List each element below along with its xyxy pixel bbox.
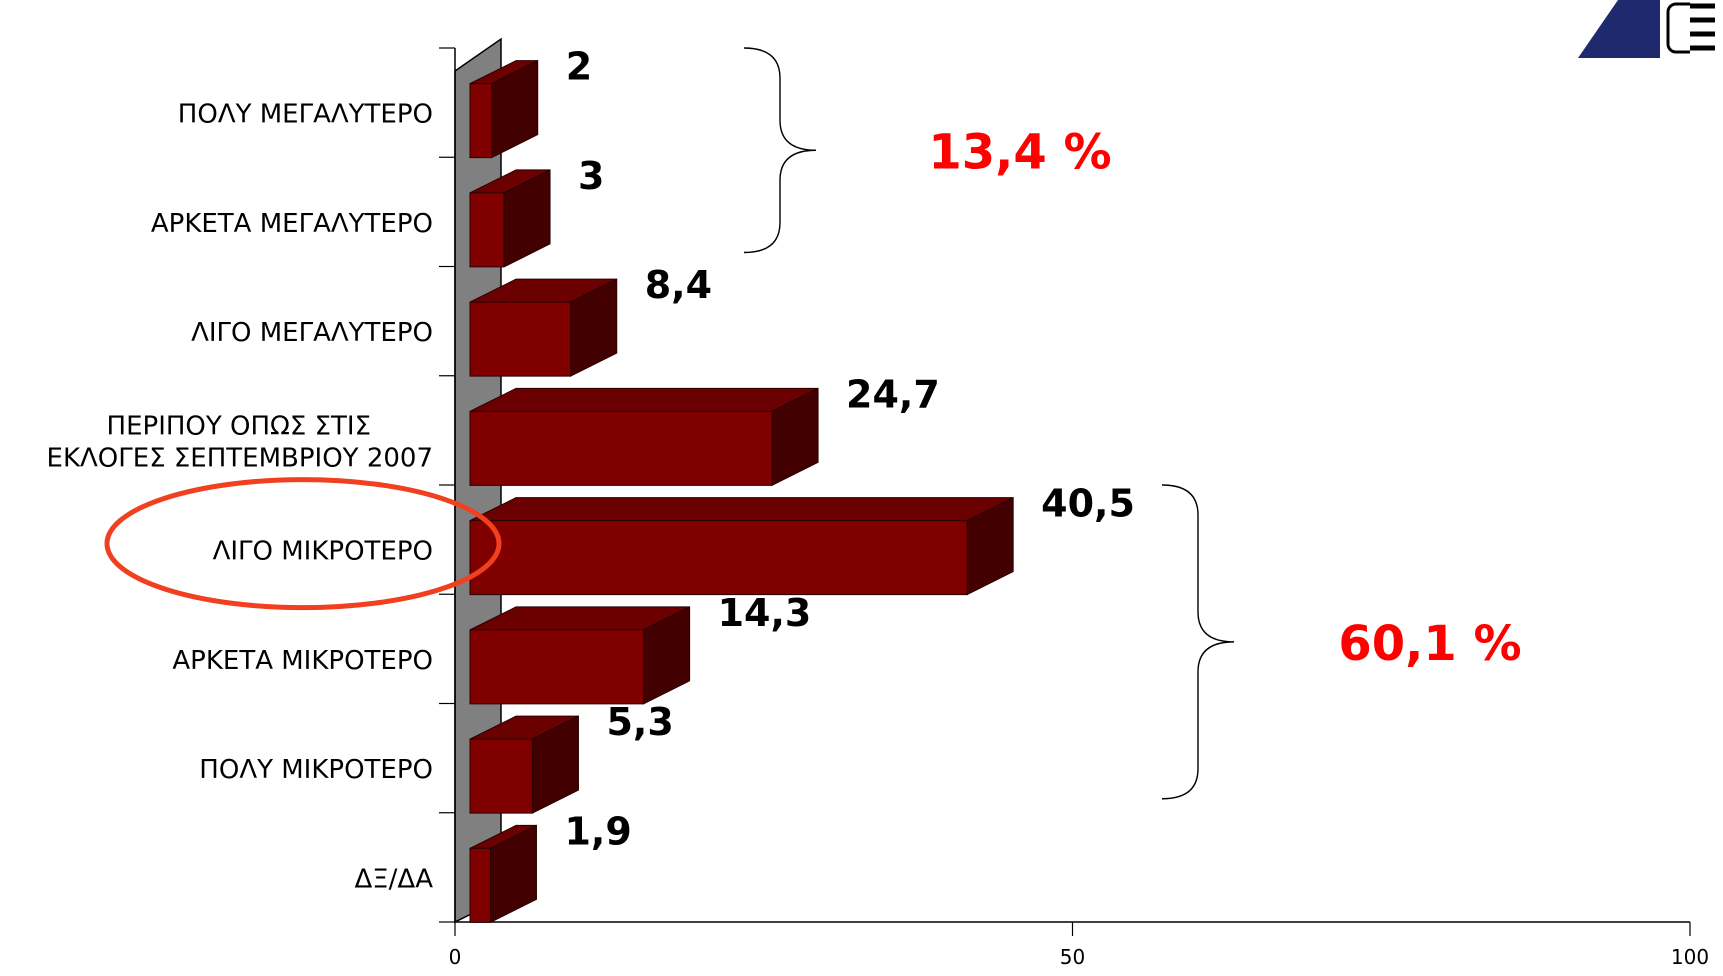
- category-label: ΛΙΓΟ ΜΕΓΑΛΥΤΕΡΟ: [191, 318, 433, 348]
- highlight-ellipse: [104, 477, 502, 611]
- category-label-line: ΠΕΡΙΠΟΥ ΟΠΩΣ ΣΤΙΣ: [107, 411, 371, 441]
- bar: [469, 301, 572, 377]
- bar: [469, 520, 968, 596]
- logo: [1578, 0, 1723, 58]
- bar-top-face: [469, 387, 819, 412]
- percentage-label: 13,4 %: [928, 124, 1111, 180]
- bar: [469, 847, 491, 923]
- bar: [469, 83, 493, 159]
- bars: [469, 59, 1014, 924]
- bar-group: [469, 387, 819, 487]
- value-labels: 2 3 8,4 24,7 40,5 14,3 5,3 1,9: [564, 45, 1134, 854]
- category-label: ΛΙΓΟ ΜΙΚΡΟΤΕΡΟ: [213, 537, 433, 567]
- category-label-line: ΑΡΚΕΤΑ ΜΙΚΡΟΤΕΡΟ: [172, 646, 433, 676]
- percentage-label: 60,1 %: [1338, 616, 1521, 672]
- category-label: ΠΟΛΥ ΜΕΓΑΛΥΤΕΡΟ: [178, 100, 433, 130]
- value-label: 3: [578, 154, 604, 198]
- category-labels: ΠΟΛΥ ΜΕΓΑΛΥΤΕΡΟ ΑΡΚΕΤΑ ΜΕΓΑΛΥΤΕΡΟ ΛΙΓΟ ΜΕΓ…: [47, 100, 434, 895]
- bar: [469, 629, 645, 705]
- value-label: 24,7: [846, 372, 940, 416]
- brace: [743, 47, 817, 254]
- category-label-line: ΛΙΓΟ ΜΕΓΑΛΥΤΕΡΟ: [191, 318, 433, 348]
- value-label: 14,3: [718, 591, 812, 635]
- bar-group: [469, 278, 618, 377]
- bar-group: [469, 715, 579, 814]
- category-label: ΑΡΚΕΤΑ ΜΕΓΑΛΥΤΕΡΟ: [151, 209, 433, 239]
- value-label: 5,3: [606, 700, 673, 744]
- bar: [469, 192, 505, 268]
- logo-mark: [1578, 0, 1660, 58]
- bar: [469, 410, 773, 486]
- bar-group: [469, 606, 691, 705]
- bar: [469, 738, 533, 814]
- brace: [1161, 484, 1235, 800]
- bar-group: [469, 59, 539, 159]
- bar-top-face: [469, 497, 1014, 522]
- category-label: ΠΟΛΥ ΜΙΚΡΟΤΕΡΟ: [199, 755, 433, 785]
- category-label-line: ΠΟΛΥ ΜΕΓΑΛΥΤΕΡΟ: [178, 100, 433, 130]
- axes: 0 50 100: [439, 47, 1709, 969]
- annotations: 13,4 % 60,1 %: [104, 47, 1522, 800]
- value-label: 40,5: [1041, 482, 1135, 526]
- category-label-line: ΛΙΓΟ ΜΙΚΡΟΤΕΡΟ: [213, 537, 433, 567]
- category-label: ΠΕΡΙΠΟΥ ΟΠΩΣ ΣΤΙΣ ΕΚΛΟΓΕΣ ΣΕΠΤΕΜΒΡΙΟΥ 200…: [47, 411, 433, 473]
- category-label-line: ΔΞ/ΔΑ: [354, 864, 433, 894]
- bar-group: [469, 824, 537, 924]
- x-tick-label: 100: [1671, 945, 1709, 969]
- category-label-line: ΑΡΚΕΤΑ ΜΕΓΑΛΥΤΕΡΟ: [151, 209, 433, 239]
- logo-mark-lines: [1690, 3, 1715, 51]
- x-tick-label: 50: [1060, 945, 1085, 969]
- category-label: ΔΞ/ΔΑ: [354, 864, 433, 894]
- bar-group: [469, 169, 551, 268]
- value-label: 1,9: [564, 809, 631, 853]
- category-label-line: ΠΟΛΥ ΜΙΚΡΟΤΕΡΟ: [199, 755, 433, 785]
- bar-group: [469, 496, 1014, 596]
- x-tick-label: 0: [449, 945, 462, 969]
- category-label: ΑΡΚΕΤΑ ΜΙΚΡΟΤΕΡΟ: [172, 646, 433, 676]
- value-label: 8,4: [645, 263, 712, 307]
- category-label-line: ΕΚΛΟΓΕΣ ΣΕΠΤΕΜΒΡΙΟΥ 2007: [47, 443, 433, 473]
- value-label: 2: [566, 45, 592, 89]
